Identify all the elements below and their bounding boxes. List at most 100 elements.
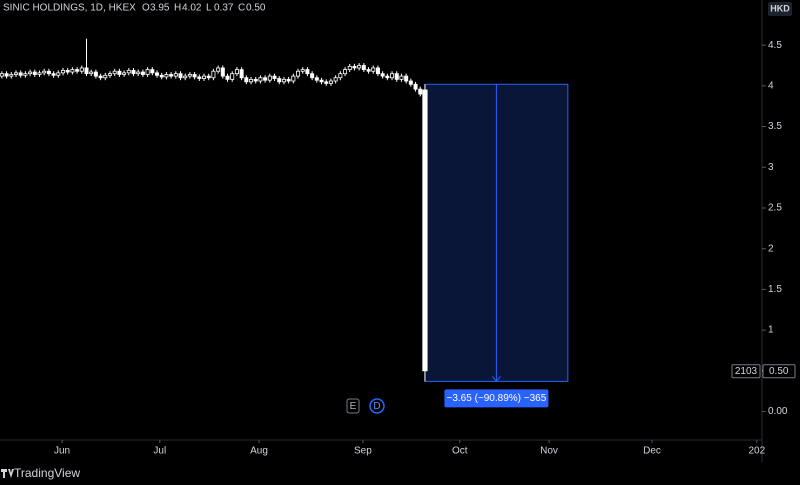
candle-body [98, 75, 103, 79]
candle-body [28, 71, 33, 75]
y-tick-label: 1.5 [768, 284, 782, 295]
candle-body [333, 77, 338, 82]
candle-body [13, 72, 18, 75]
candle-body [272, 75, 277, 79]
candle-body [324, 81, 329, 84]
candle-body [65, 70, 70, 73]
candle-body [37, 72, 42, 75]
last-price-box [762, 364, 796, 379]
badge-frame [346, 398, 360, 414]
candle-body [93, 71, 98, 77]
legend-value: 4.02 [182, 3, 202, 14]
candle-body [277, 78, 282, 83]
candle-body [206, 75, 211, 79]
candle-body [60, 70, 65, 74]
measure-arrow-head [492, 376, 501, 383]
x-tick-label: Dec [643, 446, 661, 457]
legend-key: L [206, 3, 212, 14]
brand-name: TradingView [14, 466, 80, 480]
candle-body [305, 69, 310, 75]
candle-body [169, 74, 174, 77]
candle-body [103, 74, 108, 79]
badge: E [350, 401, 357, 412]
measure-label: −3.65 (−90.89%) −365 [446, 393, 546, 404]
currency-box [768, 2, 792, 16]
candle-body [314, 77, 319, 81]
y-tick-label: 4.5 [768, 40, 782, 51]
x-tick-label: Jul [153, 446, 166, 457]
candle-body [408, 80, 413, 85]
x-tick-label: Oct [452, 446, 468, 457]
candle-body [281, 78, 286, 83]
candle-body [418, 88, 423, 95]
candle-body [404, 75, 409, 82]
candle-body [361, 65, 366, 71]
candle-body [296, 70, 301, 77]
candle-body [328, 80, 333, 84]
candle-body [18, 72, 23, 76]
candle-body [225, 75, 230, 80]
candle-body [357, 65, 362, 69]
candle-body [286, 78, 291, 82]
candle-body [107, 73, 112, 76]
candle-body [117, 70, 122, 75]
candle-body [310, 73, 315, 79]
candle-body [267, 75, 272, 81]
y-tick-label: 4 [768, 81, 774, 92]
plot-area [0, 38, 569, 383]
candle-body [89, 71, 94, 75]
candle-body [202, 75, 207, 79]
y-tick-label: 2 [768, 243, 774, 254]
candle-body [56, 72, 61, 76]
badge: D [373, 401, 380, 412]
candle-body [187, 74, 192, 77]
brand: TradingView [1, 466, 80, 480]
candle-body [366, 69, 371, 72]
candle-body [23, 73, 28, 76]
candle-body [70, 69, 75, 73]
candle-body [319, 79, 324, 83]
measure-label-box [444, 389, 549, 408]
candle-body [42, 70, 47, 74]
symbol-title: SINIC HOLDINGS, 1D, HKEX [3, 3, 136, 14]
brand-logo [1, 469, 14, 478]
candle-body [380, 73, 385, 77]
last-price-label: 0.50 [769, 366, 789, 377]
candle-body [136, 71, 141, 75]
x-tick-label: Nov [540, 446, 558, 457]
candle-body [234, 69, 239, 75]
candle-body [126, 70, 131, 74]
legend-value: 3.95 [150, 3, 170, 14]
candle-body [343, 69, 348, 75]
candle-body [178, 73, 183, 79]
candle-body [258, 77, 263, 82]
candle-body [239, 69, 244, 79]
legend-key: H [174, 3, 181, 14]
candle-body [46, 70, 51, 75]
x-tick-label: 202 [748, 446, 765, 457]
candle-body [211, 70, 216, 79]
candle-body [338, 73, 343, 79]
candle-body [131, 70, 136, 75]
candle-body [390, 73, 395, 79]
candle-body [394, 73, 399, 80]
candle-body [263, 77, 268, 81]
candle-body [183, 75, 188, 79]
candle-body [249, 78, 254, 83]
candle-body [230, 73, 235, 80]
x-tick-label: Jun [54, 446, 70, 457]
candle-body [375, 67, 380, 75]
candle-body [371, 67, 376, 72]
candle-body [79, 67, 84, 72]
candle-body [140, 71, 145, 75]
candle-body [291, 75, 296, 82]
candle-body [9, 74, 14, 77]
candle-body [32, 71, 37, 75]
y-tick-label: 1 [768, 325, 774, 336]
candle-body [192, 74, 197, 78]
candle-body [216, 67, 221, 72]
legend-value: 0.37 [214, 3, 234, 14]
